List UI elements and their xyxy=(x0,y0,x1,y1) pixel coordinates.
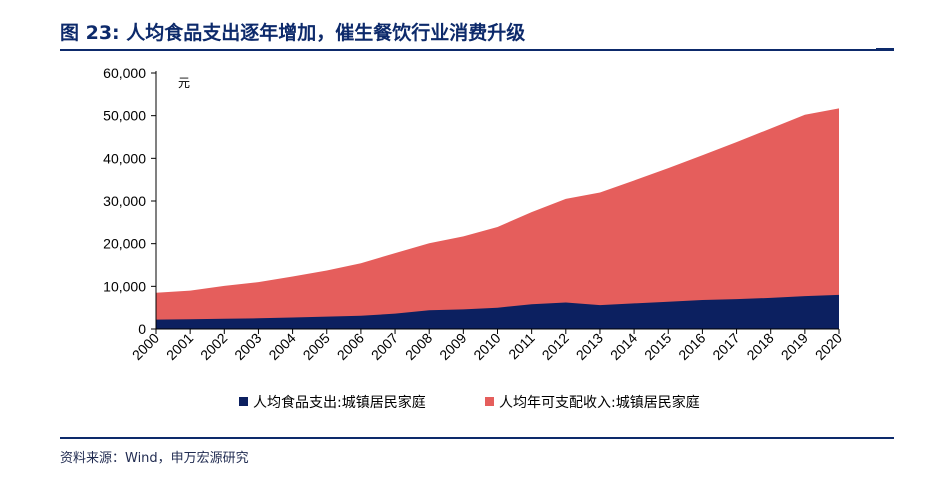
x-tick-label: 2001 xyxy=(163,330,196,363)
y-tick-label: 0 xyxy=(138,321,146,337)
x-axis-ticks: 2000 2001 2002 2003 2004 2005 2006 2007 2008 2009… xyxy=(129,329,845,363)
y-tick-label: 40,000 xyxy=(103,150,146,166)
chart-title: 图 23: 人均食品支出逐年增加，催生餐饮行业消费升级 xyxy=(60,22,526,44)
x-tick-label: 2000 xyxy=(129,330,162,363)
x-tick-label: 2010 xyxy=(470,330,503,363)
x-tick-label: 2019 xyxy=(778,330,811,363)
area-chart: 0 10,000 20,000 30,000 40,000 50,000 60,000 20… xyxy=(103,65,845,411)
title-divider-accent xyxy=(876,48,894,51)
y-axis-unit-label: 元 xyxy=(178,76,190,90)
x-tick-label: 2018 xyxy=(743,330,776,363)
x-tick-label: 2020 xyxy=(812,330,845,363)
x-tick-label: 2015 xyxy=(641,330,674,363)
x-tick-label: 2016 xyxy=(675,330,708,363)
x-tick-label: 2005 xyxy=(300,330,333,363)
x-tick-label: 2004 xyxy=(265,330,298,363)
x-tick-label: 2013 xyxy=(573,330,606,363)
chart-legend: 人均食品支出:城镇居民家庭 人均年可支配收入:城镇居民家庭 xyxy=(239,394,700,411)
x-tick-label: 2003 xyxy=(231,330,264,363)
x-tick-label: 2012 xyxy=(539,330,572,363)
y-axis-ticks: 0 10,000 20,000 30,000 40,000 50,000 60,000 xyxy=(103,65,156,337)
series-area-1 xyxy=(156,294,839,329)
series-area-0 xyxy=(156,108,839,330)
source-note: 资料来源：Wind，申万宏源研究 xyxy=(60,451,249,466)
chart-areas xyxy=(156,108,839,330)
legend-swatch-1 xyxy=(239,397,248,406)
y-tick-label: 20,000 xyxy=(103,236,146,252)
y-tick-label: 30,000 xyxy=(103,193,146,209)
title-divider xyxy=(60,49,894,51)
legend-swatch-0 xyxy=(485,397,494,406)
legend-label-1: 人均食品支出:城镇居民家庭 xyxy=(253,394,426,411)
y-tick-label: 60,000 xyxy=(103,65,146,81)
legend-label-0: 人均年可支配收入:城镇居民家庭 xyxy=(499,394,700,411)
x-tick-label: 2011 xyxy=(505,330,538,363)
x-tick-label: 2007 xyxy=(368,330,401,363)
y-tick-label: 50,000 xyxy=(103,108,146,124)
x-tick-label: 2014 xyxy=(607,330,640,363)
x-tick-label: 2017 xyxy=(709,330,742,363)
x-tick-label: 2006 xyxy=(334,330,367,363)
x-tick-label: 2009 xyxy=(436,330,469,363)
x-tick-label: 2008 xyxy=(402,330,435,363)
footer-divider xyxy=(60,437,894,439)
y-tick-label: 10,000 xyxy=(103,278,146,294)
x-tick-label: 2002 xyxy=(197,330,230,363)
